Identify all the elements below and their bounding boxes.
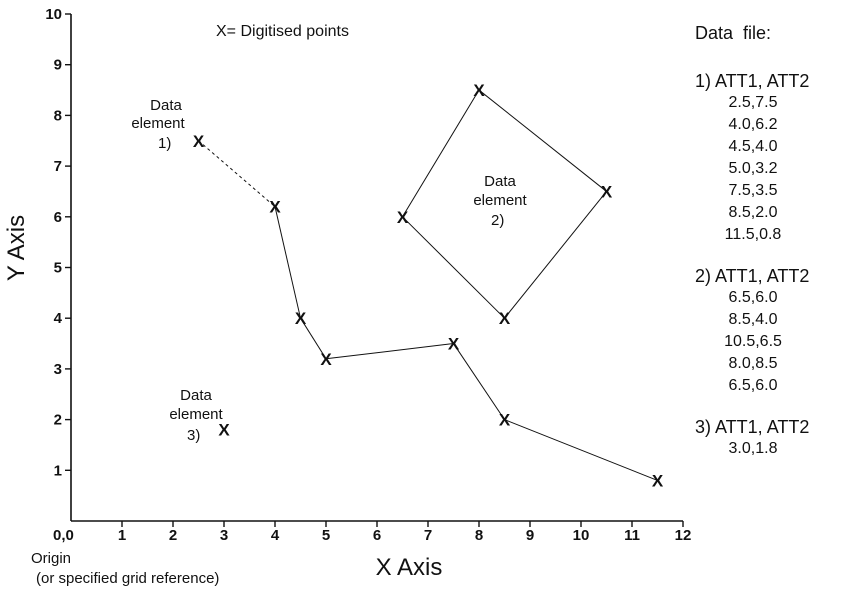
series-1-segment <box>453 343 505 420</box>
series-1-segment <box>504 419 658 481</box>
data-block-3: 3) ATT1, ATT2 3.0,1.8 <box>668 416 843 460</box>
y-axis-title: Y Axis <box>3 215 30 281</box>
data-value: 4.5,4.0 <box>728 138 778 155</box>
legend-note: X= Digitised points <box>216 23 349 40</box>
x-tick-label: 11 <box>624 527 640 544</box>
x-tick-label: 2 <box>169 527 177 544</box>
data-value: 7.5,3.5 <box>728 182 778 199</box>
data-block-3-header: 3) ATT1, ATT2 <box>695 417 810 437</box>
digitised-point-marker: X <box>397 208 409 227</box>
data-block-1-header: 1) ATT1, ATT2 <box>695 71 810 91</box>
digitised-point-marker: X <box>295 309 307 328</box>
data-value: 6.5,6.0 <box>728 289 778 306</box>
y-tick-label: 4 <box>54 310 63 327</box>
data-file-panel: Data file: 1) ATT1, ATT2 2.5,7.5 4.0,6.2… <box>668 22 843 479</box>
element-label-3-line1: Data <box>180 387 212 404</box>
series-lines <box>198 89 658 481</box>
series-1-segment <box>325 343 454 360</box>
series-2-segment <box>478 89 607 192</box>
data-value: 8.0,8.5 <box>728 355 778 372</box>
data-block-2-header: 2) ATT1, ATT2 <box>695 266 810 286</box>
x-tick-label: 6 <box>373 527 381 544</box>
data-value: 2.5,7.5 <box>728 94 778 111</box>
y-tick-label: 6 <box>54 209 62 226</box>
digitised-point-marker: X <box>193 132 205 151</box>
data-block-2-values: 6.5,6.0 8.5,4.0 10.5,6.5 8.0,8.5 6.5,6.0 <box>668 287 838 397</box>
element-label-2-line1: Data <box>484 173 516 190</box>
data-value: 6.5,6.0 <box>728 377 778 394</box>
data-value: 4.0,6.2 <box>728 116 778 133</box>
y-tick-label: 5 <box>54 260 62 277</box>
series-1-segment <box>198 140 276 208</box>
x-tick-label: 12 <box>675 527 692 544</box>
y-tick-label: 9 <box>54 57 62 74</box>
x-axis-title: X Axis <box>376 554 443 581</box>
axis-ticks <box>65 13 684 527</box>
x-tick-label: 3 <box>220 527 228 544</box>
y-tick-label: 7 <box>54 158 62 175</box>
y-tick-label: 10 <box>45 6 62 23</box>
series-2-segment <box>402 89 480 218</box>
data-value: 11.5,0.8 <box>724 226 782 243</box>
x-tick-label: 8 <box>475 527 483 544</box>
digitised-point-marker: X <box>218 421 230 440</box>
axes <box>70 14 683 522</box>
series-1-segment <box>300 317 327 360</box>
digitised-point-marker: X <box>499 411 511 430</box>
element-label-1-number: 1) <box>158 135 171 152</box>
element-label-2-number: 2) <box>491 212 504 229</box>
x-tick-label: 4 <box>271 527 280 544</box>
digitised-point-marker: X <box>320 350 332 369</box>
data-block-1-values: 2.5,7.5 4.0,6.2 4.5,4.0 5.0,3.2 7.5,3.5 … <box>668 92 838 246</box>
x-tick-label: 10 <box>573 527 590 544</box>
origin-label: Origin <box>31 550 71 567</box>
series-2-segment <box>402 216 505 319</box>
y-tick-label: 2 <box>54 412 62 429</box>
digitised-point-marker: X <box>473 81 485 100</box>
x-tick-label: 9 <box>526 527 534 544</box>
data-value: 8.5,2.0 <box>728 204 778 221</box>
element-label-3: Data element 3) <box>169 387 223 444</box>
data-block-2: 2) ATT1, ATT2 6.5,6.0 8.5,4.0 10.5,6.5 8… <box>668 265 843 397</box>
element-label-1-line2: element <box>131 115 185 132</box>
x-tick-label: 7 <box>424 527 432 544</box>
digitised-point-marker: X <box>601 182 613 201</box>
digitised-point-marker: X <box>499 309 511 328</box>
digitised-point-marker: X <box>448 335 460 354</box>
x-tick-label: 1 <box>118 527 126 544</box>
element-label-2-line2: element <box>473 192 527 209</box>
origin-sublabel: (or specified grid reference) <box>36 570 219 587</box>
y-tick-label: 3 <box>54 361 62 378</box>
data-value: 8.5,4.0 <box>728 311 778 328</box>
digitised-point-marker: X <box>652 471 664 490</box>
data-block-1: 1) ATT1, ATT2 2.5,7.5 4.0,6.2 4.5,4.0 5.… <box>668 70 843 246</box>
data-value: 3.0,1.8 <box>728 440 778 457</box>
element-label-1: Data element 1) <box>131 97 185 152</box>
data-file-title: Data file: <box>695 23 772 43</box>
element-label-1-line1: Data <box>150 97 182 114</box>
data-block-3-values: 3.0,1.8 <box>668 438 838 460</box>
x-tick-label: 5 <box>322 527 330 544</box>
data-value: 10.5,6.5 <box>724 333 782 350</box>
series-1-segment <box>274 206 301 319</box>
y-tick-label: 1 <box>54 462 62 479</box>
series-2-segment <box>504 191 607 319</box>
x-tick-label: 0,0 <box>53 527 74 544</box>
element-label-2: Data element 2) <box>473 173 527 229</box>
element-label-3-number: 3) <box>187 427 200 444</box>
data-value: 5.0,3.2 <box>728 160 778 177</box>
element-label-3-line2: element <box>169 406 223 423</box>
digitised-points: X X X X X X X X X X X X <box>193 81 664 490</box>
digitised-point-marker: X <box>269 198 281 217</box>
y-tick-label: 8 <box>54 107 62 124</box>
